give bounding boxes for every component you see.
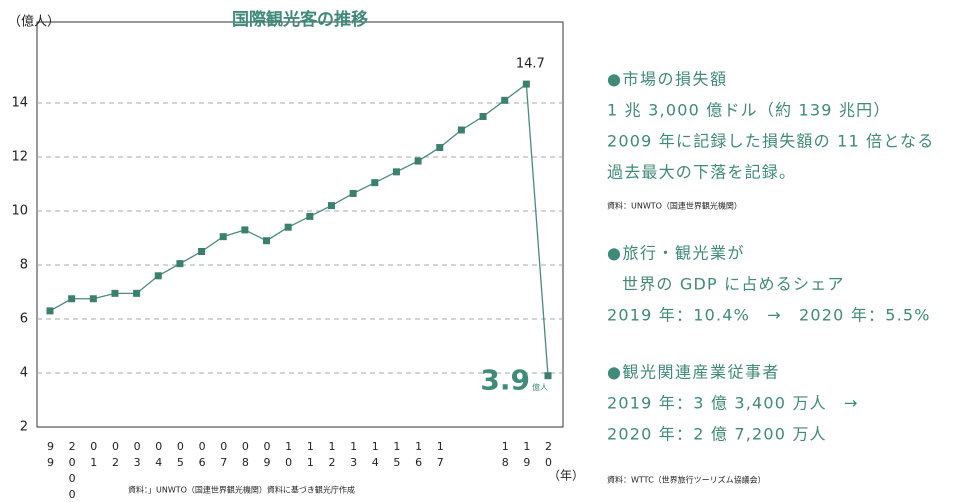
data-point bbox=[349, 189, 357, 197]
x-tick-label: 02 bbox=[109, 440, 122, 472]
y-tick-label: 4 bbox=[20, 366, 28, 381]
x-tick-label: 12 bbox=[325, 440, 338, 472]
x-tick-label: 06 bbox=[196, 440, 209, 472]
data-point bbox=[501, 96, 509, 104]
section-line: 2019 年：10.4% → 2020 年：5.5% bbox=[607, 306, 931, 325]
data-line bbox=[49, 82, 549, 376]
x-tick-label: 17 bbox=[434, 440, 447, 472]
data-point bbox=[68, 295, 76, 303]
data-point bbox=[198, 248, 206, 255]
data-point bbox=[89, 295, 97, 303]
data-label: 3.9 bbox=[480, 364, 530, 397]
x-tick-label: 11 bbox=[304, 440, 317, 472]
section-line: 2009 年に記録した損失額の 11 倍となる bbox=[607, 132, 934, 151]
data-point bbox=[111, 289, 119, 297]
section-line: 過去最大の下落を記録。 bbox=[607, 163, 796, 182]
y-tick-label: 8 bbox=[20, 258, 28, 273]
x-tick-label: 04 bbox=[152, 440, 165, 472]
x-tick-label: 20 bbox=[542, 440, 555, 472]
panel: ●市場の損失額 1 兆 3,000 億ドル（約 139 兆円） 2009 年に記録し… bbox=[607, 70, 934, 485]
section-heading: ●市場の損失額 bbox=[607, 70, 727, 89]
x-tick-label: 10 bbox=[282, 440, 295, 472]
data-point bbox=[176, 260, 184, 268]
x-tick-label: 19 bbox=[520, 440, 533, 472]
x-tick-label: 01 bbox=[87, 440, 100, 472]
data-point bbox=[263, 237, 271, 245]
data-point bbox=[479, 113, 487, 120]
y-axis-label: （億人） bbox=[8, 14, 60, 30]
data-point bbox=[133, 289, 141, 297]
section-source: 資料：WTTC（世界旅行ツーリズム協議会） bbox=[607, 475, 766, 485]
y-tick-label: 2 bbox=[20, 420, 28, 435]
data-point bbox=[306, 212, 314, 220]
data-point bbox=[284, 223, 292, 231]
x-tick-label: 99 bbox=[44, 440, 57, 472]
data-point bbox=[241, 226, 249, 234]
x-tick-label: 13 bbox=[347, 440, 360, 472]
x-tick-label: 2000 bbox=[66, 440, 79, 502]
data-point bbox=[522, 80, 530, 88]
data-point bbox=[457, 126, 465, 134]
data-point bbox=[436, 144, 444, 152]
section-source: 資料：UNWTO（国連世界観光機関） bbox=[607, 201, 742, 211]
x-tick-label: 07 bbox=[217, 440, 230, 472]
y-tick-label: 12 bbox=[11, 150, 28, 165]
data-point bbox=[219, 233, 227, 241]
y-tick-label: 6 bbox=[20, 312, 28, 327]
x-axis-label: （年） bbox=[548, 469, 584, 483]
data-point bbox=[371, 179, 379, 187]
x-tick-label: 08 bbox=[239, 440, 252, 472]
x-tick-label: 05 bbox=[174, 440, 187, 472]
data-point bbox=[392, 168, 400, 176]
chart-title: 国際観光客の推移 bbox=[232, 9, 368, 30]
section-line: 2019 年：3 億 3,400 万人 → bbox=[607, 394, 859, 413]
x-tick-label: 14 bbox=[369, 440, 382, 472]
data-point bbox=[544, 372, 552, 380]
section-line: 2020 年：2 億 7,200 万人 bbox=[607, 425, 827, 444]
data-label-unit: 億人 bbox=[532, 382, 548, 392]
plot-frame bbox=[36, 21, 564, 428]
x-tick-label: 16 bbox=[412, 440, 425, 472]
data-label: 14.7 bbox=[516, 57, 545, 72]
y-tick-label: 14 bbox=[11, 96, 28, 111]
x-tick-label: 03 bbox=[131, 440, 144, 472]
x-tick-label: 09 bbox=[261, 440, 274, 472]
section-line: 世界の GDP に占めるシェア bbox=[622, 275, 845, 294]
data-point bbox=[154, 272, 162, 280]
data-point bbox=[414, 157, 422, 165]
section-line: 1 兆 3,000 億ドル（約 139 兆円） bbox=[607, 101, 891, 120]
x-tick-label: 18 bbox=[499, 440, 512, 472]
data-point bbox=[46, 307, 54, 315]
section-heading: ●旅行・観光業が bbox=[607, 244, 745, 263]
y-tick-label: 10 bbox=[11, 204, 28, 219]
data-point bbox=[327, 202, 335, 210]
x-tick-label: 15 bbox=[390, 440, 403, 472]
source: 資料：」UNWTO（国連世界観光機関）資料に基づき観光庁作成 bbox=[128, 485, 355, 495]
section-heading: ●観光関連産業従事者 bbox=[607, 363, 780, 382]
